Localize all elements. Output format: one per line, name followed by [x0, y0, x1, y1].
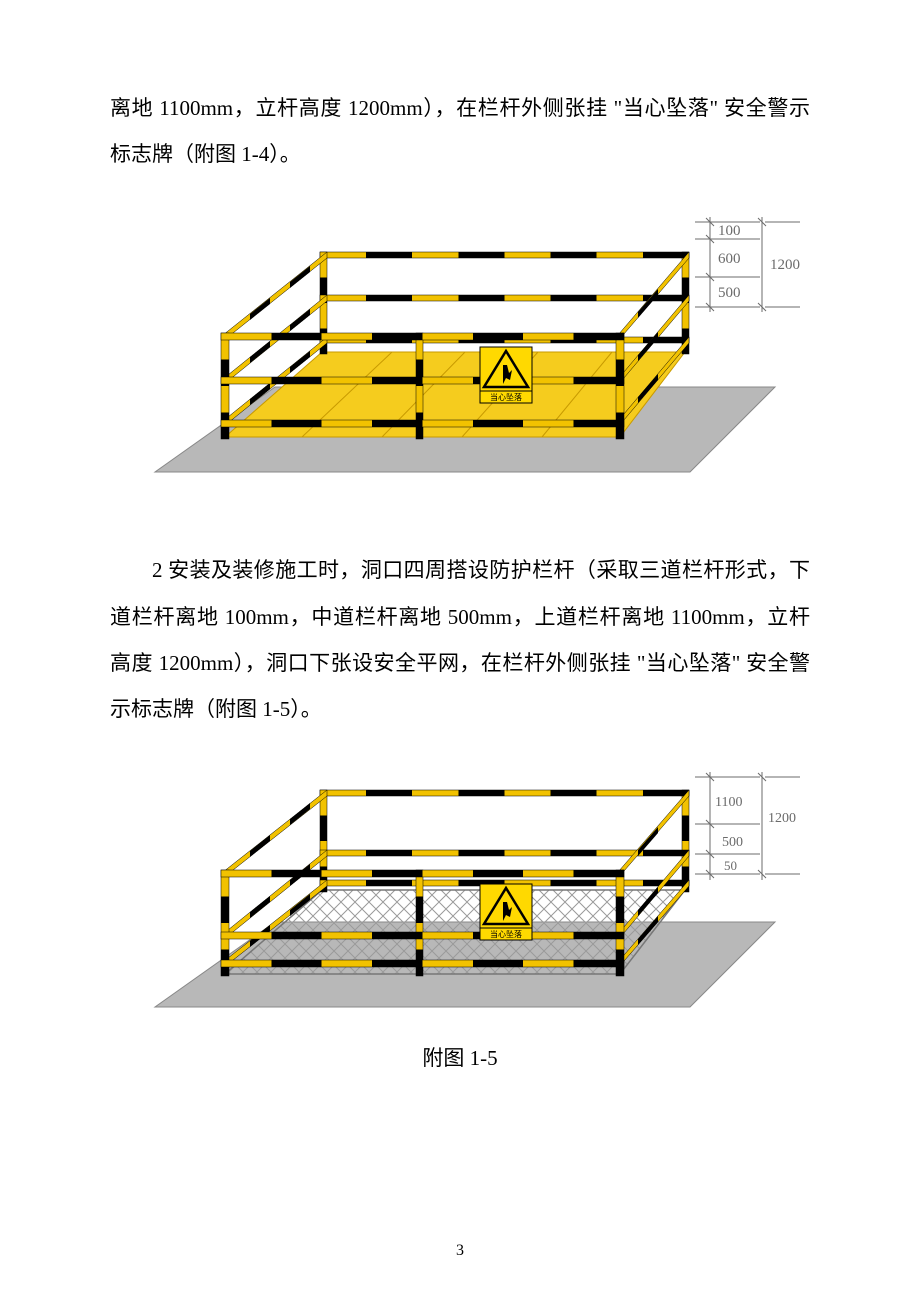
dim2-1100: 1100	[715, 795, 742, 810]
figure-1-4: 当心坠落 100 600 500	[110, 207, 810, 497]
dim-lines-fig2	[695, 772, 800, 880]
figure-1-5-caption: 附图 1-5	[110, 1042, 810, 1072]
warning-sign-fig2: 当心坠落	[480, 884, 532, 940]
dim-600: 600	[718, 251, 741, 267]
page-content: 离地 1100mm，立杆高度 1200mm），在栏杆外侧张挂 "当心坠落" 安全…	[0, 0, 920, 1072]
dim2-50: 50	[724, 858, 737, 873]
dim-500: 500	[718, 285, 741, 301]
dim2-500: 500	[722, 835, 743, 850]
figure-1-5-svg: 当心坠落 1100 500 50 1200	[110, 762, 810, 1022]
figure-1-5: 当心坠落 1100 500 50 1200	[110, 762, 810, 1072]
dim-1200: 1200	[770, 257, 800, 273]
paragraph-1: 离地 1100mm，立杆高度 1200mm），在栏杆外侧张挂 "当心坠落" 安全…	[110, 85, 810, 177]
page-number: 3	[0, 1242, 920, 1260]
paragraph-2: 2 安装及装修施工时，洞口四周搭设防护栏杆（采取三道栏杆形式，下道栏杆离地 10…	[110, 547, 810, 732]
sign-label-2: 当心坠落	[490, 929, 522, 939]
sign-label-1: 当心坠落	[490, 392, 522, 402]
dim2-1200: 1200	[768, 811, 796, 826]
warning-sign-fig1: 当心坠落	[480, 347, 532, 403]
figure-1-4-svg: 当心坠落 100 600 500	[110, 207, 810, 497]
dim-100: 100	[718, 223, 741, 239]
